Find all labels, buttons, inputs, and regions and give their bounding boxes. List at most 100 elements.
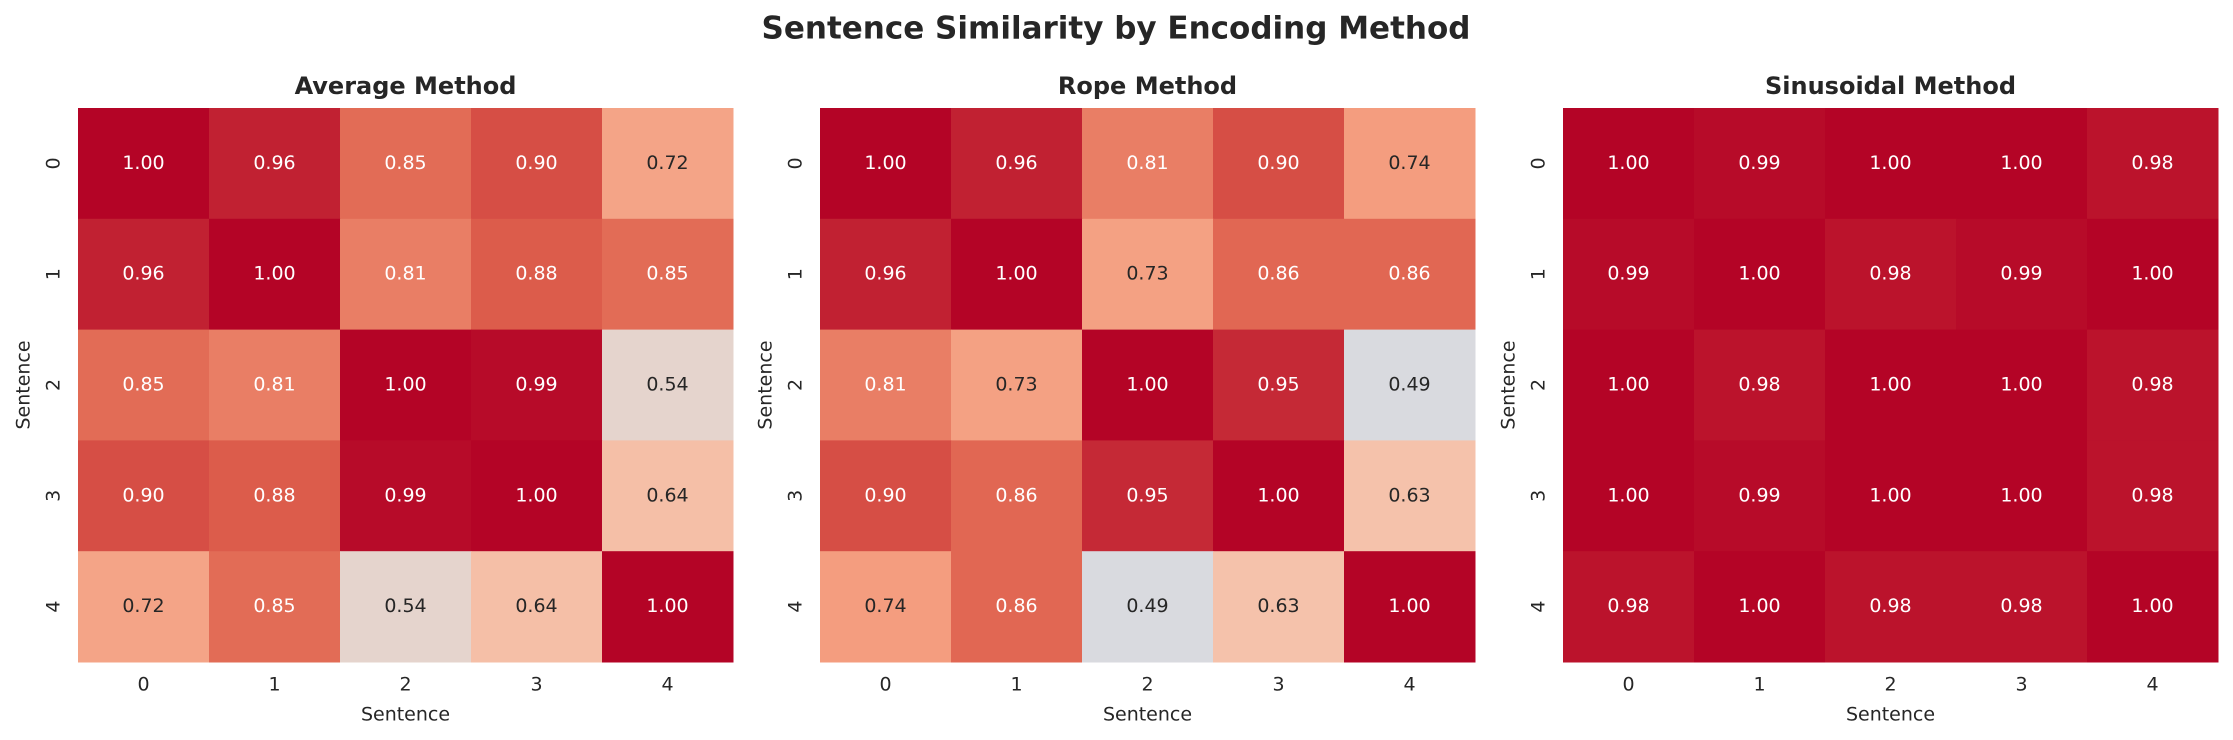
heatmap-cell xyxy=(1563,551,1695,663)
heatmap-cell xyxy=(1825,551,1957,663)
heatmap-cell xyxy=(1344,218,1476,331)
cell-label: 1.00 xyxy=(1607,374,1649,396)
cell-label: 0.49 xyxy=(1126,595,1168,617)
cell-label: 0.85 xyxy=(384,152,426,174)
cell-label: 0.99 xyxy=(1607,263,1649,285)
cell-label: 0.73 xyxy=(995,374,1037,396)
x-axis-label: Sentence xyxy=(1846,704,1935,726)
heatmap-cell xyxy=(1825,440,1957,552)
cell-label: 0.98 xyxy=(2131,152,2173,174)
y-tick-label: 4 xyxy=(1528,601,1550,613)
cell-label: 0.49 xyxy=(1388,374,1430,396)
cell-label: 0.72 xyxy=(122,595,164,617)
cell-label: 0.98 xyxy=(2131,374,2173,396)
cell-label: 0.64 xyxy=(515,595,557,617)
heatmap-cell xyxy=(1956,108,2088,220)
heatmap-cell xyxy=(209,329,341,441)
cell-label: 0.99 xyxy=(2000,263,2042,285)
cell-label: 0.73 xyxy=(1126,263,1168,285)
heatmap-cell xyxy=(78,440,210,552)
cell-label: 0.90 xyxy=(122,484,164,506)
cell-label: 0.85 xyxy=(253,595,295,617)
y-tick-label: 3 xyxy=(1528,490,1550,502)
heatmap-cell xyxy=(78,218,210,331)
heatmap-cell xyxy=(1825,329,1957,441)
y-tick-label: 2 xyxy=(43,379,65,391)
heatmap-cell xyxy=(602,440,734,552)
heatmap-cell xyxy=(209,218,341,331)
y-tick-label: 1 xyxy=(785,268,807,280)
heatmap-cell xyxy=(1213,329,1345,441)
cell-label: 0.64 xyxy=(646,484,688,506)
heatmap-cell xyxy=(1694,218,1826,331)
heatmap-cell xyxy=(1956,440,2088,552)
heatmap-cell xyxy=(471,440,603,552)
x-axis-label: Sentence xyxy=(361,704,450,726)
cell-label: 1.00 xyxy=(1869,484,1911,506)
x-tick-label: 3 xyxy=(530,674,542,696)
heatmap-cell xyxy=(1956,329,2088,441)
heatmap-cell xyxy=(2087,218,2219,331)
heatmap-cell xyxy=(1213,218,1345,331)
y-tick-label: 0 xyxy=(1528,157,1550,169)
cell-label: 0.81 xyxy=(1126,152,1168,174)
heatmap-cell xyxy=(951,218,1083,331)
cell-label: 0.99 xyxy=(1738,484,1780,506)
cell-label: 1.00 xyxy=(253,263,295,285)
y-axis-label: Sentence xyxy=(13,340,35,429)
heatmap-cell xyxy=(340,329,472,441)
heatmap-cell xyxy=(951,440,1083,552)
cell-label: 0.81 xyxy=(864,374,906,396)
heatmap-cell xyxy=(1082,218,1214,331)
heatmap-cell xyxy=(1694,440,1826,552)
heatmap-cell xyxy=(209,551,341,663)
cell-label: 1.00 xyxy=(515,484,557,506)
x-tick-label: 0 xyxy=(137,674,149,696)
heatmap-cell xyxy=(1082,329,1214,441)
cell-label: 0.98 xyxy=(1738,374,1780,396)
cell-label: 1.00 xyxy=(2000,374,2042,396)
heatmap-cell xyxy=(2087,551,2219,663)
x-tick-label: 4 xyxy=(1403,674,1415,696)
cell-label: 0.95 xyxy=(1126,484,1168,506)
cell-label: 0.72 xyxy=(646,152,688,174)
heatmap-cell xyxy=(1956,218,2088,331)
cell-label: 0.98 xyxy=(1607,595,1649,617)
x-tick-label: 2 xyxy=(1884,674,1896,696)
cell-label: 0.90 xyxy=(1257,152,1299,174)
heatmap-cell xyxy=(1344,108,1476,220)
cell-label: 1.00 xyxy=(1869,374,1911,396)
heatmap-cell xyxy=(1825,108,1957,220)
heatmap-cell xyxy=(1563,440,1695,552)
cell-label: 0.81 xyxy=(384,263,426,285)
x-tick-label: 3 xyxy=(1272,674,1284,696)
heatmap-cell xyxy=(1213,551,1345,663)
x-tick-label: 1 xyxy=(268,674,280,696)
cell-label: 1.00 xyxy=(1126,374,1168,396)
y-axis-label: Sentence xyxy=(755,340,777,429)
heatmap-cell xyxy=(78,551,210,663)
cell-label: 1.00 xyxy=(864,152,906,174)
cell-label: 0.86 xyxy=(995,595,1037,617)
x-tick-label: 0 xyxy=(879,674,891,696)
cell-label: 0.96 xyxy=(864,263,906,285)
heatmap-cell xyxy=(340,440,472,552)
heatmap-cell xyxy=(471,551,603,663)
heatmap-cell xyxy=(340,551,472,663)
cell-label: 1.00 xyxy=(384,374,426,396)
cell-label: 1.00 xyxy=(1388,595,1430,617)
cell-label: 0.74 xyxy=(864,595,906,617)
heatmap-cell xyxy=(820,108,952,220)
cell-label: 0.98 xyxy=(1869,595,1911,617)
panel-title: Average Method xyxy=(295,72,517,100)
cell-label: 0.99 xyxy=(515,374,557,396)
cell-label: 0.85 xyxy=(646,263,688,285)
heatmap-cell xyxy=(951,108,1083,220)
heatmap-cell xyxy=(209,108,341,220)
x-tick-label: 2 xyxy=(399,674,411,696)
cell-label: 1.00 xyxy=(2131,263,2173,285)
cell-label: 1.00 xyxy=(2000,484,2042,506)
cell-label: 0.88 xyxy=(515,263,557,285)
heatmap-cell xyxy=(340,108,472,220)
y-tick-label: 2 xyxy=(785,379,807,391)
